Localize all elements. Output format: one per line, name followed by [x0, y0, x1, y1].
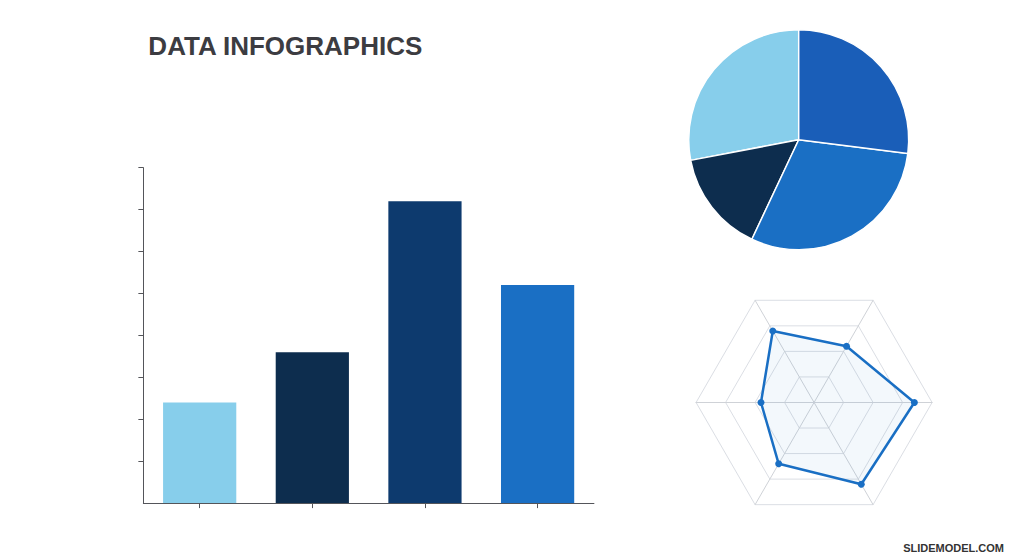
svg-text:SLIDEMODEL.COM: SLIDEMODEL.COM — [903, 542, 1004, 554]
svg-text:DATA INFOGRAPHICS: DATA INFOGRAPHICS — [148, 31, 422, 61]
